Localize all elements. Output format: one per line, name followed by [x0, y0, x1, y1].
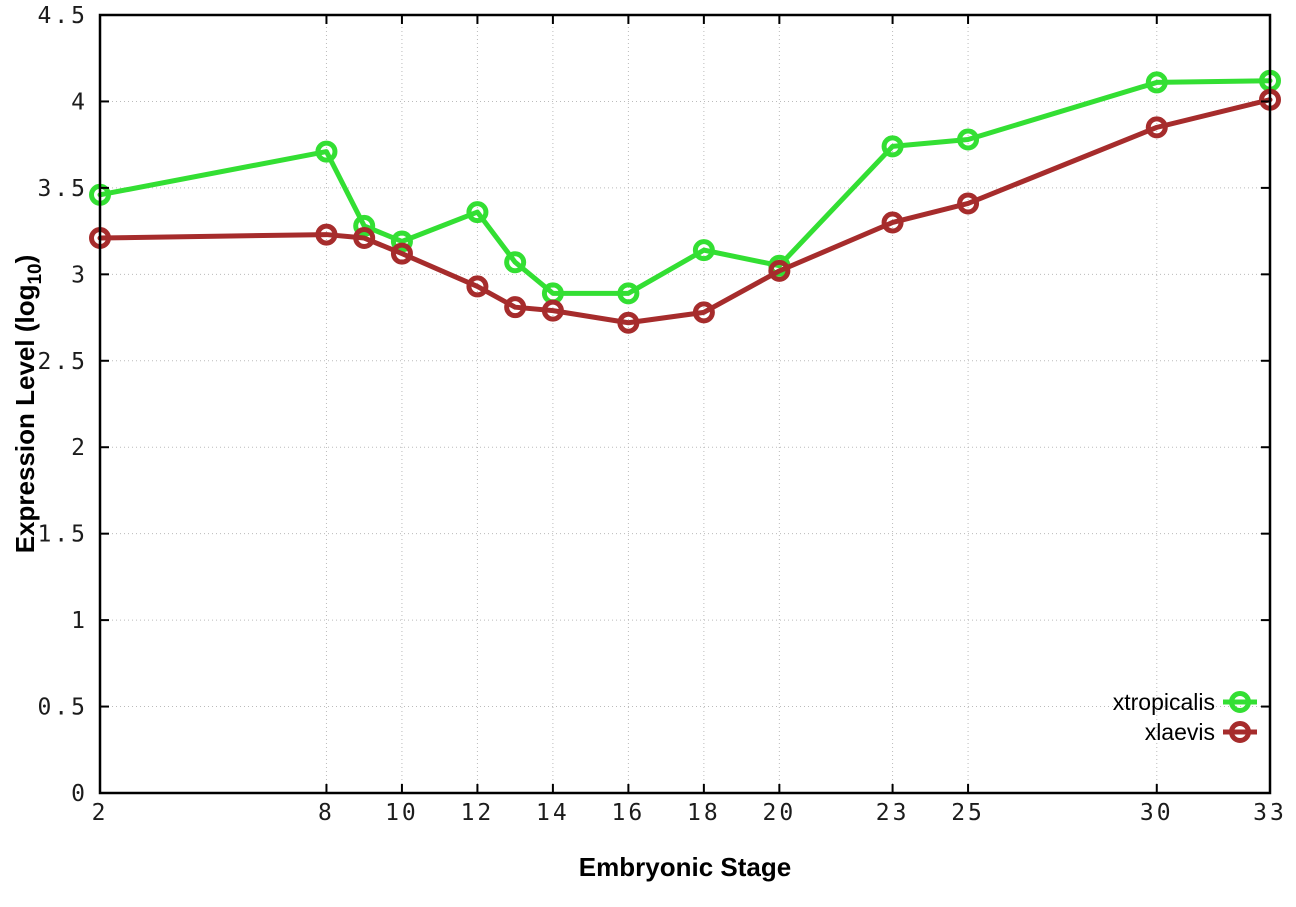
x-tick-label: 23: [876, 800, 910, 826]
data-point-xtropicalis: [692, 239, 715, 262]
data-point-xlaevis: [541, 299, 564, 322]
data-point-xtropicalis: [466, 201, 489, 224]
y-tick-label: 0.5: [37, 695, 88, 721]
y-tick-label: 2.5: [37, 349, 88, 375]
data-point-xtropicalis: [957, 128, 980, 151]
x-tick-label: 20: [763, 800, 797, 826]
y-axis-title: Expression Level (log10): [10, 255, 46, 554]
x-axis-title: Embryonic Stage: [579, 852, 791, 882]
x-tick-label: 18: [687, 800, 721, 826]
x-tick-label: 30: [1140, 800, 1174, 826]
data-point-xlaevis: [957, 192, 980, 215]
y-tick-label: 0: [71, 781, 88, 807]
x-tick-label: 12: [461, 800, 495, 826]
data-point-xlaevis: [768, 259, 791, 282]
legend-entry-xtropicalis: xtropicalis: [1113, 689, 1257, 715]
series-line-xlaevis: [97, 97, 1273, 326]
y-tick-label: 3.5: [37, 176, 88, 202]
data-point-xtropicalis: [617, 282, 640, 305]
data-point-xlaevis: [353, 227, 376, 250]
y-tick-label: 4: [71, 89, 88, 115]
x-tick-labels: 2 8 10 12 14 16 18 20 23 25 30 33: [92, 800, 1287, 826]
data-point-xlaevis: [881, 211, 904, 234]
y-tick-label: 2: [71, 435, 88, 461]
data-point-xtropicalis: [881, 135, 904, 158]
x-tick-label: 25: [951, 800, 985, 826]
series-xlaevis: [89, 88, 1281, 334]
x-tick-label: 2: [92, 800, 109, 826]
y-tick-label: 3: [71, 262, 88, 288]
x-tick-label: 10: [385, 800, 419, 826]
legend-entry-xlaevis: xlaevis: [1145, 719, 1257, 745]
data-point-xlaevis: [504, 296, 527, 319]
data-point-xlaevis: [1145, 116, 1168, 139]
y-tick-labels: 0 0.5 1 1.5 2 2.5 3 3.5 4 4.5: [37, 3, 88, 807]
x-tick-label: 8: [318, 800, 335, 826]
legend-sample-marker: [1229, 691, 1251, 713]
series-line-xtropicalis: [97, 78, 1273, 296]
y-tick-label: 4.5: [37, 3, 88, 29]
y-tick-label: 1: [71, 608, 88, 634]
x-tick-label: 14: [536, 800, 570, 826]
legend-label: xlaevis: [1145, 719, 1215, 745]
legend: xtropicalis xlaevis: [1113, 689, 1257, 745]
x-tick-label: 16: [612, 800, 646, 826]
data-point-xtropicalis: [315, 140, 338, 163]
legend-sample-marker: [1229, 721, 1251, 743]
data-point-xlaevis: [315, 223, 338, 246]
data-point-xtropicalis: [1145, 71, 1168, 94]
y-tick-label: 1.5: [37, 522, 88, 548]
data-point-xtropicalis: [390, 230, 413, 253]
data-point-xtropicalis: [504, 251, 527, 274]
data-point-xtropicalis: [353, 214, 376, 237]
tick-marks: [99, 14, 1271, 794]
x-tick-label: 33: [1253, 800, 1287, 826]
data-point-xlaevis: [692, 301, 715, 324]
series-xtropicalis: [89, 69, 1281, 305]
legend-label: xtropicalis: [1113, 689, 1215, 715]
plot-border: [98, 13, 1272, 795]
grid-lines: [99, 14, 1271, 794]
data-point-xlaevis: [617, 311, 640, 334]
data-point-xlaevis: [390, 242, 413, 265]
data-point-xlaevis: [466, 275, 489, 298]
